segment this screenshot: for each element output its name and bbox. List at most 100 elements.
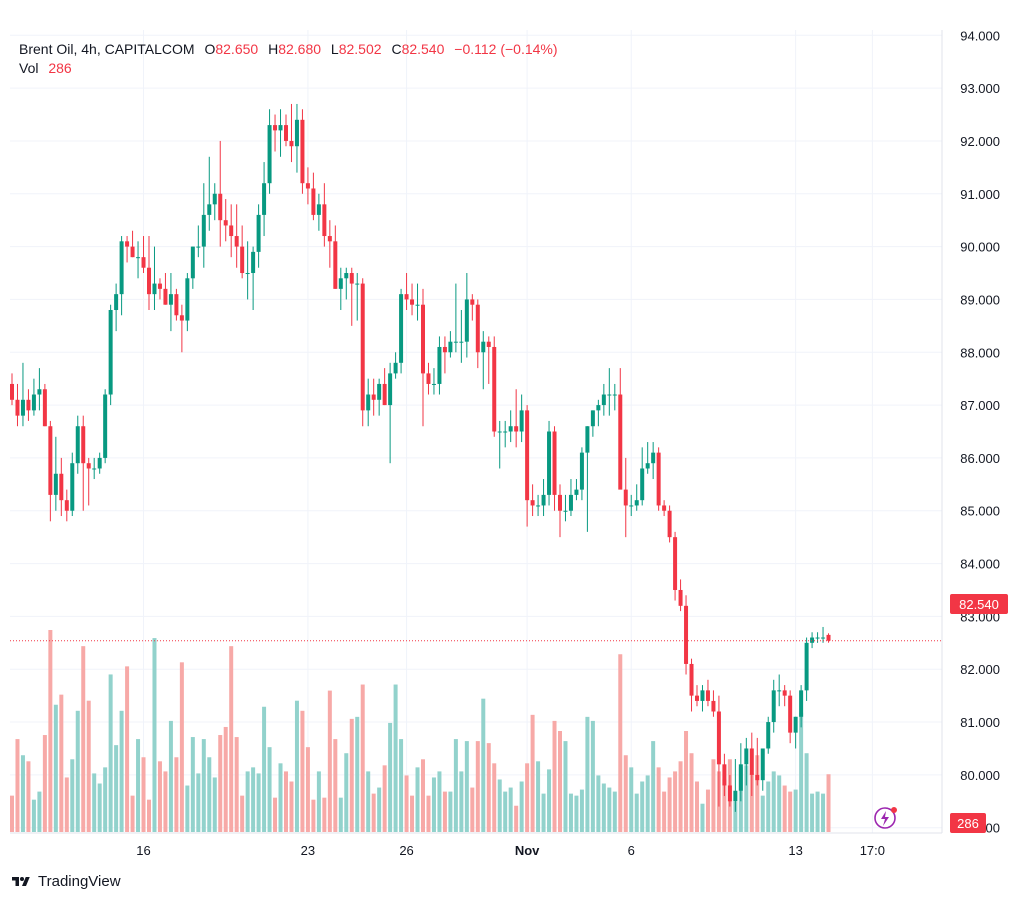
volume-bar	[574, 795, 579, 832]
candle	[574, 479, 579, 501]
volume-bar	[492, 763, 497, 832]
candle-body	[744, 748, 749, 765]
candle-body	[125, 241, 130, 247]
candle-body	[673, 537, 678, 590]
lightning-icon[interactable]	[874, 807, 897, 829]
volume-bar	[141, 757, 146, 832]
legend-symbol[interactable]: Brent Oil, 4h, CAPITALCOM	[19, 41, 195, 57]
price-tick-label: 80.000	[960, 768, 1000, 783]
candle	[284, 114, 288, 147]
candle-body	[415, 304, 420, 306]
candle-body	[141, 257, 146, 268]
volume-bar	[108, 674, 113, 832]
candle-body	[826, 634, 831, 641]
time-tick-label: 23	[301, 843, 315, 858]
legend-high-value: 82.680	[278, 41, 322, 57]
price-tag: 82.540	[950, 594, 1008, 614]
volume-bar	[152, 638, 157, 832]
volume-bar	[486, 743, 491, 832]
candle-body	[377, 383, 382, 400]
time-tick-label: Nov	[515, 843, 540, 858]
volume-bar	[464, 741, 469, 832]
candle	[289, 103, 294, 163]
tradingview-logo[interactable]: TradingView	[10, 873, 121, 890]
volume-bar	[349, 718, 354, 832]
candle-body	[574, 489, 579, 495]
candle	[651, 442, 656, 480]
volume-bar	[421, 759, 425, 832]
candle-body	[267, 125, 272, 184]
candle	[525, 405, 530, 527]
volume-bar	[81, 646, 86, 832]
candle	[360, 278, 365, 427]
candle	[678, 579, 683, 612]
candle	[607, 368, 612, 416]
candle	[382, 368, 387, 406]
candle-body	[300, 119, 305, 184]
candle	[103, 389, 108, 464]
candle-body	[733, 790, 738, 802]
candle	[618, 368, 623, 490]
price-tick-label: 86.000	[960, 451, 1000, 466]
time-tick-label: 13	[788, 843, 802, 858]
volume-bar	[377, 787, 382, 832]
price-tick-label: 93.000	[960, 81, 1000, 96]
candle-body	[804, 642, 809, 691]
volume-tag-label: 286	[957, 816, 979, 831]
candle	[10, 373, 14, 406]
candle	[371, 378, 376, 416]
volume-bar	[618, 654, 623, 832]
volume-bar	[399, 739, 404, 832]
candle	[760, 748, 765, 791]
candle-body	[70, 463, 75, 511]
candle	[48, 420, 53, 522]
volume-bar	[804, 753, 809, 832]
candle-body	[711, 700, 716, 712]
candle	[810, 632, 815, 649]
candle	[377, 378, 382, 416]
price-tick-label: 88.000	[960, 345, 1000, 360]
legend-low-value: 82.502	[338, 41, 382, 57]
legend-volume-value: 286	[48, 60, 72, 76]
candlesticks[interactable]	[10, 103, 831, 812]
volume-bar	[26, 761, 31, 832]
candle	[585, 426, 590, 532]
candle-body	[229, 225, 234, 237]
candle-body	[579, 452, 584, 490]
legend-volume-label[interactable]: Vol	[19, 60, 39, 76]
candle	[634, 484, 639, 511]
price-axis[interactable]: 94.000 93.000 92.000 91.000 90.000 89.000 88.0…	[960, 28, 1000, 835]
candle-body	[563, 510, 568, 512]
candle	[338, 267, 343, 310]
candle	[568, 479, 573, 517]
candle-body	[157, 283, 162, 289]
candle	[31, 378, 36, 416]
candle	[777, 674, 782, 707]
volume-bar	[404, 775, 409, 832]
candle-body	[388, 373, 393, 406]
candle	[196, 225, 201, 258]
volume-bar	[705, 789, 710, 832]
candle	[86, 457, 91, 506]
candle	[20, 362, 25, 427]
candle-body	[618, 394, 623, 490]
volume-bar	[294, 700, 299, 832]
candle	[749, 732, 754, 797]
volume-bar	[514, 805, 519, 832]
candle	[262, 162, 267, 237]
candle-body	[722, 764, 727, 786]
volume-bar	[31, 799, 36, 832]
price-tick-label: 92.000	[960, 134, 1000, 149]
candle	[327, 220, 332, 268]
candle	[744, 737, 749, 786]
candle	[453, 283, 458, 353]
price-tick-label: 82.000	[960, 662, 1000, 677]
candle-body	[26, 399, 31, 411]
candle	[738, 743, 743, 802]
volume-bar	[355, 716, 360, 832]
volume-bar	[563, 741, 568, 832]
volume-bar	[634, 793, 639, 832]
legend-close-value: 82.540	[401, 41, 445, 57]
time-axis[interactable]: 16 23 26 Nov 6 13 17:0	[136, 843, 885, 858]
